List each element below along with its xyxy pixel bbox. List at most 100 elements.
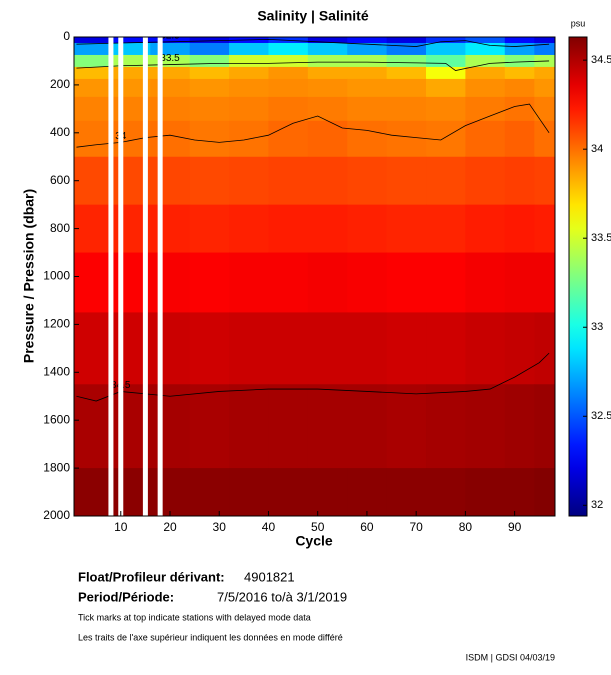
heatmap-cell	[150, 252, 191, 313]
heatmap-cell	[504, 42, 535, 56]
period: 7/5/2016 to/à 3/1/2019	[217, 589, 347, 604]
heatmap-cell	[534, 42, 555, 56]
x-tick-label: 80	[459, 520, 473, 534]
heatmap-cell	[347, 66, 388, 80]
heatmap-cell	[307, 312, 348, 385]
heatmap-cell	[268, 384, 309, 469]
x-axis-label: Cycle	[295, 533, 333, 549]
heatmap-cell	[74, 312, 112, 385]
heatmap-cell	[386, 156, 427, 206]
heatmap-cell	[504, 468, 535, 516]
heatmap-cell	[347, 156, 388, 206]
heatmap-cell	[504, 312, 535, 385]
heatmap-cell	[189, 66, 230, 80]
heatmap-cell	[426, 156, 466, 206]
heatmap-cell	[426, 42, 466, 56]
y-tick-label: 1000	[43, 269, 70, 283]
heatmap-cell	[386, 252, 427, 313]
heatmap-cell	[534, 78, 555, 98]
heatmap-cell	[268, 42, 309, 56]
heatmap-cell	[386, 468, 427, 516]
heatmap-cell	[504, 54, 535, 68]
missing-cycle	[108, 37, 114, 516]
colorbar-tick-label: 32.5	[591, 410, 611, 422]
heatmap-cell	[426, 204, 466, 254]
heatmap-cell	[534, 312, 555, 385]
missing-cycle	[118, 37, 124, 516]
heatmap-cell	[150, 468, 191, 516]
period-label: Period/Période:	[78, 589, 174, 604]
heatmap-cell	[465, 78, 506, 98]
heatmap-cell	[74, 96, 112, 122]
heatmap-cell	[347, 252, 388, 313]
y-tick-label: 1600	[43, 412, 70, 426]
x-tick-label: 90	[508, 520, 522, 534]
heatmap-cell	[74, 384, 112, 469]
heatmap-cell	[307, 252, 348, 313]
heatmap-cell	[386, 204, 427, 254]
heatmap-cell	[150, 78, 191, 98]
x-tick-label: 20	[163, 520, 177, 534]
heatmap-cell	[74, 42, 112, 56]
heatmap-cell	[229, 312, 269, 385]
heatmap-cell	[307, 120, 348, 158]
heatmap-cell	[534, 252, 555, 313]
colorbar-tick-label: 33	[591, 321, 603, 333]
colorbar-tick-label: 34.5	[591, 54, 611, 66]
heatmap-cell	[74, 37, 112, 44]
y-tick-label: 200	[50, 77, 70, 91]
heatmap-cell	[307, 78, 348, 98]
float-label: Float/Profileur dérivant:	[78, 569, 225, 584]
heatmap-cell	[426, 468, 466, 516]
heatmap-cell	[386, 37, 427, 44]
heatmap-cell	[534, 37, 555, 44]
heatmap-cell	[189, 120, 230, 158]
heatmap-cell	[74, 120, 112, 158]
heatmap-cell	[465, 252, 506, 313]
heatmap-cell	[189, 37, 230, 44]
heatmap-cell	[229, 42, 269, 56]
y-tick-label: 600	[50, 173, 70, 187]
heatmap-cell	[465, 96, 506, 122]
heatmap-cell	[268, 312, 309, 385]
heatmap-cell	[74, 66, 112, 80]
colorbar-tick-label: 33.5	[591, 232, 611, 244]
heatmap-cell	[426, 37, 466, 44]
heatmap-cell	[74, 252, 112, 313]
heatmap-cell	[307, 156, 348, 206]
heatmap-cell	[189, 204, 230, 254]
heatmap-cell	[534, 66, 555, 80]
contour-line	[76, 60, 550, 71]
heatmap-cell	[426, 66, 466, 80]
heatmap-cell	[386, 384, 427, 469]
note-en: Tick marks at top indicate stations with…	[78, 612, 311, 622]
heatmap-cell	[426, 96, 466, 122]
heatmap-cell	[229, 96, 269, 122]
note-fr: Les traits de l'axe supérieur indiquent …	[78, 632, 343, 642]
y-tick-label: 1400	[43, 364, 70, 378]
heatmap-cell	[229, 78, 269, 98]
heatmap-cell	[150, 204, 191, 254]
heatmap-cell	[504, 66, 535, 80]
heatmap-cell	[534, 120, 555, 158]
heatmap-cell	[465, 312, 506, 385]
x-tick-label: 30	[213, 520, 227, 534]
y-tick-label: 1800	[43, 460, 70, 474]
heatmap-cell	[150, 156, 191, 206]
heatmap-cell	[504, 37, 535, 44]
missing-cycle	[142, 37, 148, 516]
heatmap-cell	[504, 156, 535, 206]
heatmap-cell	[307, 42, 348, 56]
heatmap-cell	[504, 120, 535, 158]
heatmap-cell	[347, 120, 388, 158]
heatmap-cell	[504, 384, 535, 469]
heatmap-cell	[386, 42, 427, 56]
heatmap-cell	[150, 312, 191, 385]
heatmap-cell	[150, 384, 191, 469]
heatmap-cell	[426, 54, 466, 68]
heatmap-cell	[386, 312, 427, 385]
heatmap-cell	[229, 252, 269, 313]
heatmap-cell	[386, 54, 427, 68]
y-tick-label: 800	[50, 221, 70, 235]
y-tick-label: 1200	[43, 317, 70, 331]
